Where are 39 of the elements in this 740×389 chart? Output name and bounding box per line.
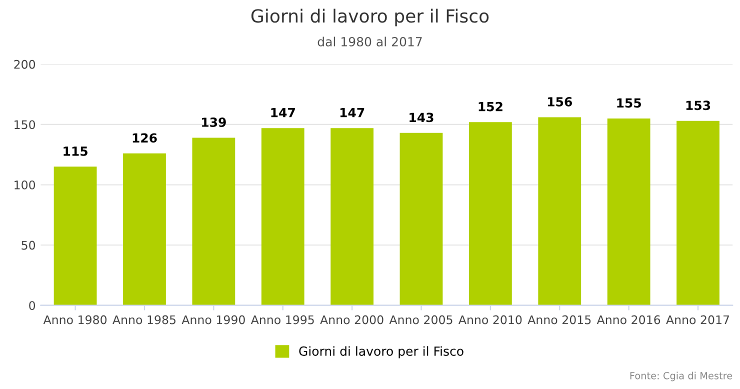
x-tick-label: Anno 1985: [112, 315, 176, 324]
x-tick-label: Anno 2005: [389, 315, 452, 324]
chart-subtitle: dal 1980 al 2017: [318, 36, 422, 46]
data-label: 139: [202, 118, 226, 127]
bar: [607, 118, 650, 306]
x-tick-label: Anno 2017: [666, 315, 730, 324]
x-tick-label: Anno 1980: [43, 315, 107, 324]
x-tick-label: Anno 2016: [596, 315, 660, 324]
x-tick-label: Anno 1995: [250, 315, 314, 324]
bar: [330, 128, 374, 306]
data-label: 155: [617, 98, 641, 108]
data-label: 153: [686, 100, 710, 110]
bar: [261, 128, 304, 306]
legend-label: Giorni di lavoro per il Fisco: [299, 346, 464, 358]
bar: [468, 122, 512, 306]
bar: [123, 153, 166, 306]
x-tick-label: Anno 2010: [458, 315, 522, 324]
bar: [400, 132, 443, 306]
source-note: Fonte: Cgia di Mestre: [630, 372, 732, 382]
y-tick-label: 150: [14, 120, 36, 130]
data-label: 115: [64, 146, 88, 156]
bar: [54, 166, 97, 306]
data-label: 126: [132, 133, 157, 143]
data-label: 143: [410, 112, 434, 122]
chart-title: Giorni di lavoro per il Fisco: [251, 8, 489, 26]
y-tick-label: 50: [22, 240, 36, 250]
x-tick-label: Anno 2015: [528, 315, 591, 324]
x-tick-label: Anno 1990: [182, 315, 245, 324]
y-tick-label: 0: [29, 301, 36, 310]
bar: [538, 117, 582, 306]
bar: [192, 138, 236, 306]
y-tick-label: 200: [14, 60, 36, 69]
x-tick-label: Anno 2000: [320, 315, 384, 324]
data-label: 147: [271, 108, 295, 118]
bar: [676, 120, 720, 306]
data-label: 152: [478, 102, 502, 112]
y-tick-label: 100: [14, 180, 36, 190]
data-label: 147: [340, 108, 364, 118]
data-label: 156: [548, 97, 572, 106]
